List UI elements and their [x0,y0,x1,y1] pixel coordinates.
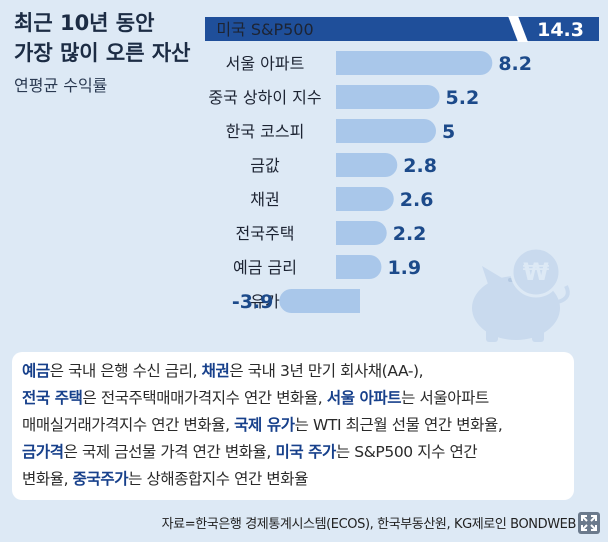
notes-line: 금가격은 국제 금선물 가격 연간 변화율, 미국 주가는 S&P500 지수 … [22,439,564,466]
notes-highlight: 서울 아파트 [326,389,402,407]
value-label: 8.2 [498,53,532,75]
category-label: 유가 [250,292,280,311]
notes-text: 은 국내 은행 수신 금리, [49,362,202,380]
value-label: 5 [442,121,455,143]
notes-text: 은 국내 3년 만기 회사채(AA-), [229,362,424,380]
value-label: 2.6 [400,189,434,211]
bar-6 [336,221,387,245]
value-label: 1.9 [387,257,421,279]
notes-text: 매매실거래가격지수 연간 변화율, [22,416,235,434]
value-label: 5.2 [446,87,480,109]
bar-7 [336,255,382,279]
notes-text: 는 S&P500 지수 연간 [335,443,478,461]
notes-highlight: 전국 주택 [22,389,83,407]
bar-5 [336,187,394,211]
notes-highlight: 국제 유가 [234,416,295,434]
bar-1 [336,51,493,75]
bar-3 [336,119,436,143]
notes-highlight: 미국 주가 [275,443,336,461]
notes-line: 매매실거래가격지수 연간 변화율, 국제 유가는 WTI 최근월 선물 연간 변… [22,412,564,439]
notes-line: 전국 주택은 전국주택매매가격지수 연간 변화율, 서울 아파트는 서울아파트 [22,385,564,412]
notes-line: 예금은 국내 은행 수신 금리, 채권은 국내 3년 만기 회사채(AA-), [22,358,564,385]
title-line-1: 최근 10년 동안 [14,11,155,35]
notes-text: 은 전국주택매매가격지수 연간 변화율, [82,389,327,407]
chart-subtitle: 연평균 수익률 [14,76,108,95]
category-label: 서울 아파트 [226,54,305,73]
expand-icon[interactable] [578,512,600,534]
source-text: 자료=한국은행 경제통계시스템(ECOS), 한국부동산원, KG제로인 BON… [161,517,577,532]
bar-0 [205,17,599,41]
axis-break-mark [508,16,528,42]
notes-text: 는 WTI 최근월 선물 연간 변화율, [294,416,503,434]
value-label: -3.9 [232,291,274,313]
value-label: 2.8 [403,155,437,177]
notes-box: 예금은 국내 은행 수신 금리, 채권은 국내 3년 만기 회사채(AA-), 전… [12,352,574,500]
bar-chart: 미국 S&P500 14.3 서울 아파트 8.2 중국 상하이 지수 5.2 한국 코스피… [205,16,599,313]
notes-highlight: 중국주가 [72,470,129,488]
bar-8 [279,289,360,313]
value-label: 14.3 [537,19,584,41]
category-label: 금값 [250,156,280,175]
piggy-bank-won-icon: ₩ [472,246,570,342]
category-label: 미국 S&P500 [216,20,313,39]
notes-highlight: 채권 [201,362,230,380]
category-label: 예금 금리 [233,258,297,277]
bar-2 [336,85,440,109]
category-label: 한국 코스피 [226,122,305,141]
notes-text: 은 국제 금선물 가격 연간 변화율, [63,443,276,461]
category-label: 중국 상하이 지수 [208,88,321,107]
value-label: 2.2 [393,223,427,245]
bar-4 [336,153,398,177]
notes-text: 는 상해종합지수 연간 변화율 [128,470,308,488]
notes-line: 변화율, 중국주가는 상해종합지수 연간 변화율 [22,466,564,493]
notes-highlight: 금가격 [22,443,64,461]
notes-highlight: 예금 [22,362,50,380]
chart-title: 최근 10년 동안 가장 많이 오른 자산 [14,8,191,68]
svg-text:₩: ₩ [523,258,550,286]
title-line-2: 가장 많이 오른 자산 [14,41,191,65]
category-label: 전국주택 [236,224,295,243]
notes-text: 변화율, [22,470,73,488]
notes-text: 는 서울아파트 [401,389,489,407]
category-label: 채권 [250,190,279,209]
